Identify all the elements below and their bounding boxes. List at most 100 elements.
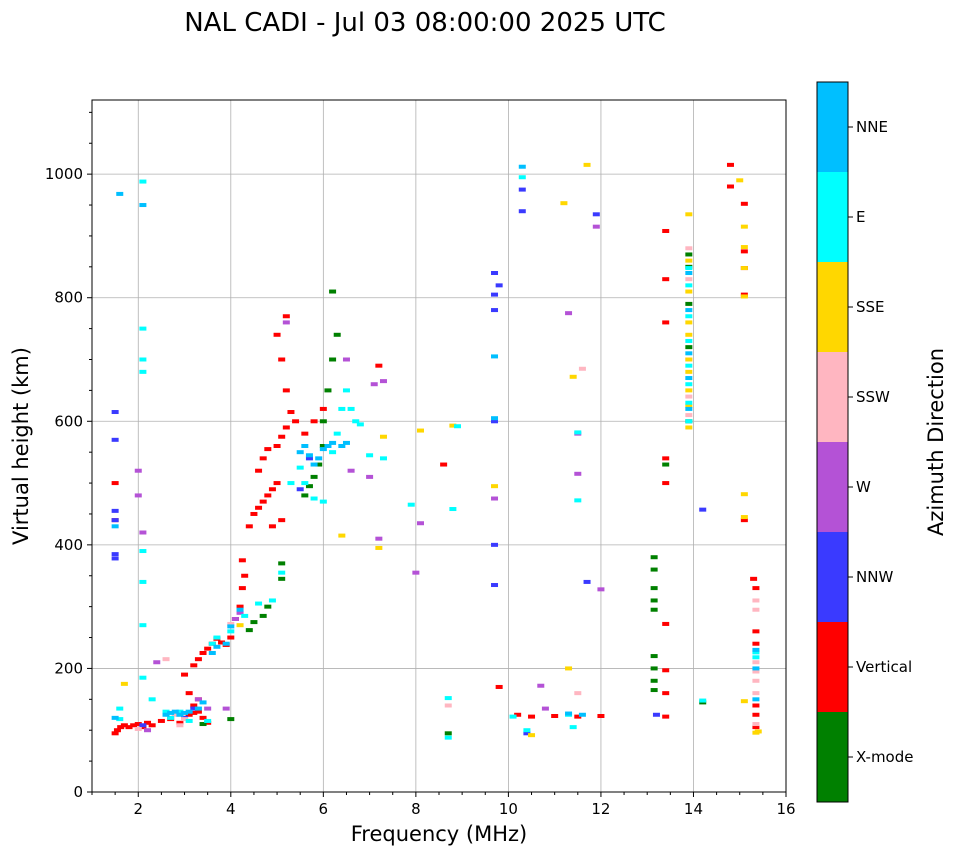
data-point-vertical (157, 718, 165, 723)
data-point-e (139, 369, 147, 374)
data-point-nne (208, 650, 216, 655)
data-point-vertical (292, 419, 300, 424)
data-point-vertical (259, 499, 267, 504)
data-point-x-mode (329, 289, 337, 294)
data-point-e (454, 424, 462, 429)
data-point-e (162, 709, 170, 714)
data-point-nne (296, 450, 304, 455)
colorbar-segment (817, 442, 848, 532)
data-point-e (139, 179, 147, 184)
data-point-vertical (752, 703, 760, 708)
data-point-nnw (111, 556, 119, 561)
data-point-nne (236, 607, 244, 612)
data-point-w (134, 493, 142, 498)
data-point-vertical (278, 434, 286, 439)
data-point-x-mode (650, 567, 658, 572)
data-point-sse (740, 245, 748, 250)
data-point-vertical (190, 703, 198, 708)
data-point-ssw (176, 723, 184, 728)
x-tick-label: 2 (133, 800, 143, 818)
data-point-w (231, 617, 239, 621)
data-point-x-mode (301, 493, 309, 498)
data-point-sse (338, 533, 346, 538)
grid (92, 100, 786, 792)
data-point-e (685, 266, 693, 271)
data-point-vertical (282, 388, 290, 393)
data-point-vertical (268, 487, 276, 492)
data-point-ssw (685, 277, 693, 282)
data-point-w (416, 521, 424, 526)
data-point-x-mode (250, 620, 258, 625)
data-point-vertical (264, 447, 272, 452)
colorbar-segment (817, 262, 848, 352)
data-point-sse (736, 178, 744, 183)
data-point-nne (310, 462, 318, 467)
y-tick-label: 400 (54, 536, 83, 554)
data-point-vertical (752, 641, 760, 646)
data-point-vertical (662, 714, 670, 719)
data-point-nnw (699, 507, 707, 512)
data-point-vertical (259, 456, 267, 461)
data-point-w (379, 379, 387, 384)
data-point-x-mode (685, 252, 693, 257)
data-point-nne (338, 444, 346, 448)
data-point-nnw (139, 723, 147, 728)
data-point-sse (740, 515, 748, 520)
x-tick-label: 4 (226, 800, 236, 818)
data-point-vertical (310, 419, 318, 424)
y-tick-label: 0 (73, 783, 83, 801)
data-point-nnw (518, 187, 526, 192)
data-point-nne (578, 712, 586, 717)
data-point-vertical (273, 332, 281, 337)
data-point-nnw (652, 712, 660, 717)
data-point-x-mode (650, 678, 658, 683)
colorbar-label: SSE (856, 298, 885, 316)
data-point-e (255, 601, 263, 606)
data-point-vertical (148, 723, 156, 728)
data-point-vertical (282, 425, 290, 430)
data-point-nne (199, 700, 207, 705)
data-point-nne (176, 712, 184, 717)
data-point-x-mode (227, 717, 235, 722)
data-point-e (574, 430, 582, 435)
data-point-e (319, 499, 327, 504)
plot-frame (91, 99, 787, 793)
data-point-nne (185, 709, 193, 714)
data-point-e (148, 697, 156, 702)
x-tick-label: 10 (499, 800, 518, 818)
data-point-sse (375, 545, 383, 550)
data-point-nne (305, 453, 313, 458)
data-point-x-mode (305, 484, 313, 489)
colorbar-label: X-mode (856, 748, 913, 766)
data-point-nne (491, 416, 499, 421)
data-point-vertical (130, 723, 138, 728)
data-point-vertical (528, 714, 536, 719)
y-tick-label: 600 (54, 412, 83, 430)
data-point-vertical (662, 456, 670, 461)
data-point-e (699, 698, 707, 703)
data-point-vertical (190, 663, 198, 668)
x-tick-label: 14 (684, 800, 703, 818)
data-point-sse (685, 425, 693, 430)
data-point-e (685, 419, 693, 424)
data-point-e (444, 696, 452, 701)
data-point-nne (222, 641, 230, 646)
data-point-e (296, 465, 304, 470)
data-point-e (685, 338, 693, 343)
data-point-nnw (111, 518, 119, 523)
data-point-sse (583, 162, 591, 167)
data-point-vertical (194, 709, 202, 714)
data-point-sse (685, 388, 693, 393)
data-point-sse (685, 332, 693, 337)
data-point-e (347, 406, 355, 411)
data-point-e (333, 431, 341, 436)
data-point-nnw (111, 410, 119, 415)
data-point-nne (213, 644, 221, 649)
data-point-x-mode (650, 688, 658, 693)
data-point-sse (740, 266, 748, 271)
data-point-x-mode (650, 555, 658, 560)
data-point-ssw (752, 660, 760, 665)
data-point-vertical (241, 573, 249, 578)
data-point-nne (319, 447, 327, 452)
data-point-sse (236, 623, 244, 628)
